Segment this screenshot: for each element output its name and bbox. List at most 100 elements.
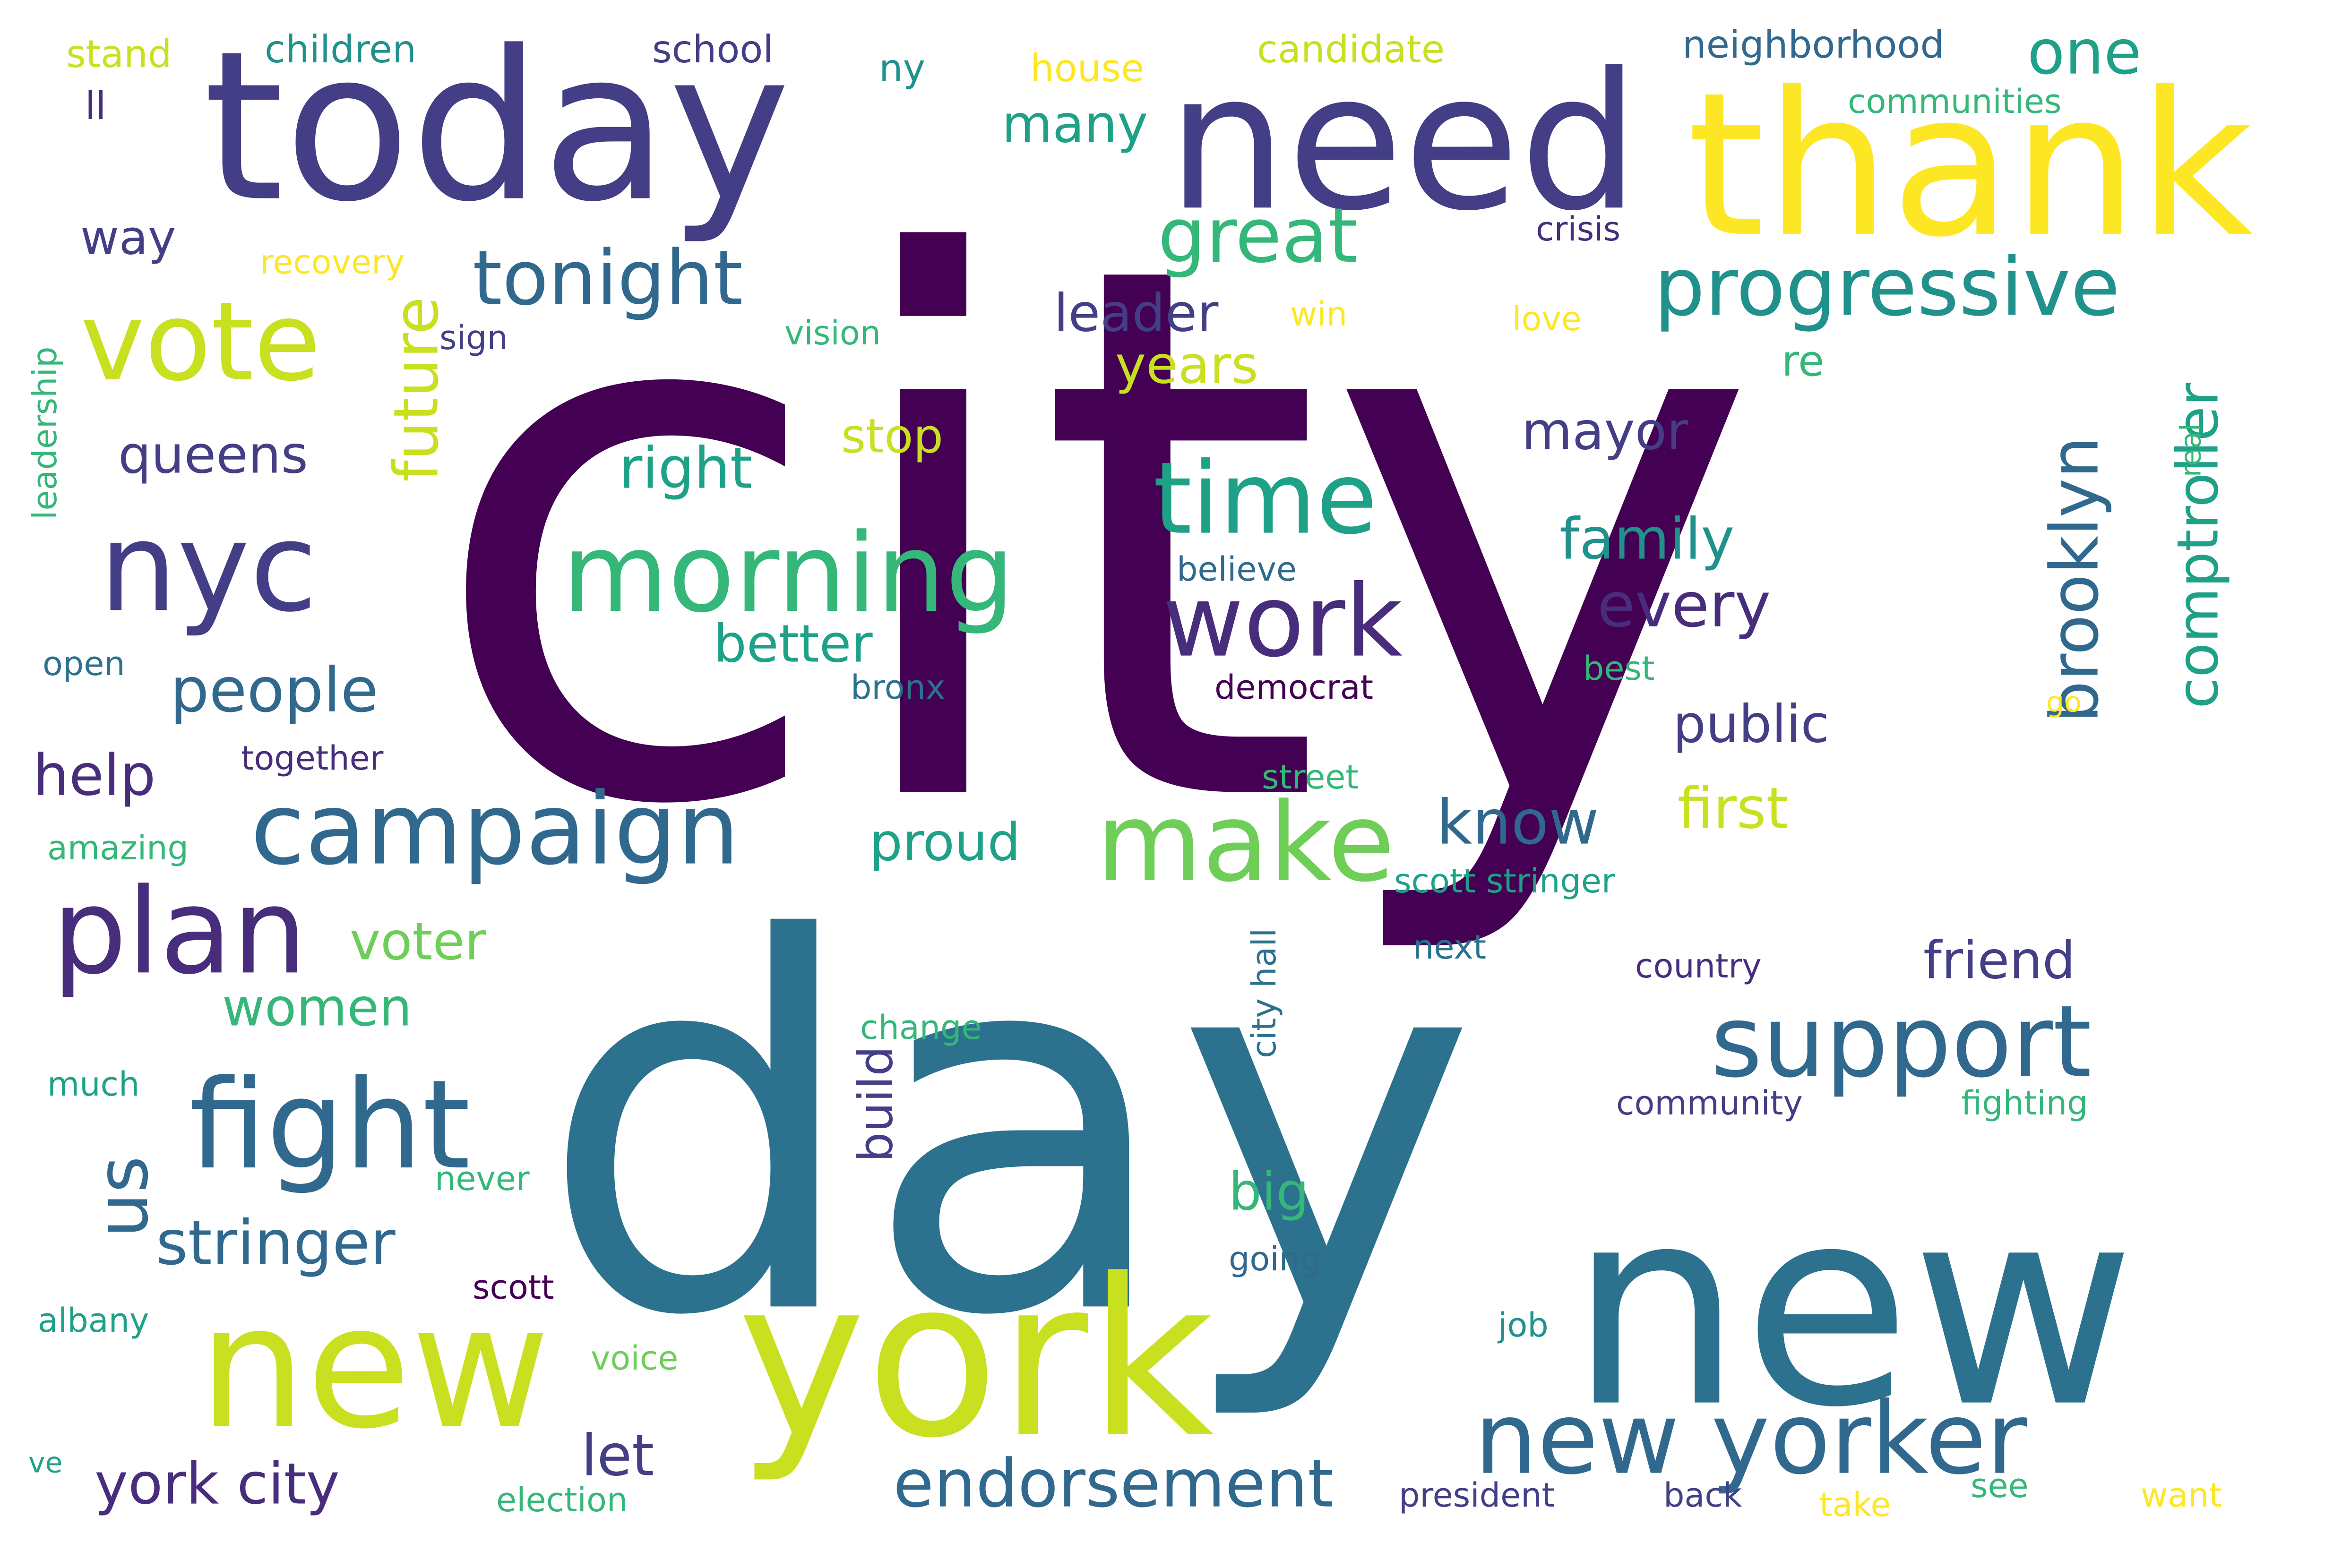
word-new-yorker: new yorker	[1474, 1381, 2027, 1497]
word-time: time	[1153, 441, 1377, 557]
word-re: re	[1782, 336, 1824, 386]
word-crisis: crisis	[1536, 210, 1620, 248]
word-women: women	[222, 977, 412, 1037]
word-endorsement: endorsement	[893, 1446, 1334, 1523]
word-campaign: campaign	[250, 771, 740, 887]
word-many: many	[1002, 94, 1148, 154]
word-going: going	[1229, 1240, 1321, 1278]
word-communities: communities	[1848, 82, 2061, 121]
word-new: new	[198, 1268, 550, 1466]
word-family: family	[1559, 507, 1734, 573]
word-morning: morning	[562, 511, 1015, 637]
word-fight: fight	[189, 1054, 471, 1197]
word-together: together	[241, 739, 384, 778]
word-let: let	[581, 1423, 654, 1489]
word-school: school	[652, 27, 773, 71]
word-new: new	[1569, 1148, 2136, 1467]
word-see: see	[1971, 1466, 2029, 1505]
word-election: election	[496, 1481, 628, 1519]
word-thank: thank	[1687, 50, 2253, 281]
word-ny: ny	[879, 46, 925, 90]
word-go: go	[2046, 686, 2082, 719]
word-queens: queens	[118, 424, 308, 485]
word-years: years	[1115, 334, 1258, 395]
word-proud: proud	[870, 812, 1020, 872]
word-president: president	[1399, 1476, 1555, 1515]
word-need: need	[1167, 33, 1640, 252]
word-love: love	[1512, 300, 1582, 338]
word-real: real	[2175, 423, 2208, 477]
word-house: house	[1030, 46, 1144, 90]
word-win: win	[1290, 295, 1347, 334]
word-us: us	[82, 1156, 164, 1238]
word-amazing: amazing	[47, 829, 189, 867]
word-best: best	[1583, 649, 1654, 688]
word-community: community	[1616, 1084, 1803, 1122]
word-nyc: nyc	[99, 497, 318, 639]
word-great: great	[1158, 191, 1358, 280]
word-believe: believe	[1177, 550, 1297, 589]
word-candidate: candidate	[1257, 27, 1445, 71]
word-support: support	[1711, 984, 2092, 1100]
word-sign: sign	[439, 318, 508, 357]
word-democrat: democrat	[1214, 668, 1373, 707]
word-tonight: tonight	[473, 234, 743, 322]
word-bronx: bronx	[851, 668, 945, 707]
word-work: work	[1162, 564, 1403, 679]
word-voter: voter	[350, 911, 486, 971]
word-back: back	[1663, 1476, 1742, 1515]
word-york-city: york city	[95, 1452, 340, 1517]
word-leadership: leadership	[26, 347, 64, 520]
word-scott-stringer: scott stringer	[1394, 862, 1615, 900]
word-big: big	[1229, 1161, 1309, 1222]
word-build: build	[848, 1046, 903, 1162]
word-one: one	[2027, 17, 2142, 88]
word-job: job	[1497, 1306, 1549, 1345]
word-fighting: fighting	[1961, 1084, 2088, 1122]
word-street: street	[1262, 758, 1359, 797]
word-city-hall: city hall	[1245, 928, 1283, 1058]
word-much: much	[47, 1065, 139, 1104]
word-know: know	[1437, 787, 1599, 858]
word-right: right	[619, 436, 752, 502]
word-public: public	[1673, 694, 1829, 754]
word-city: city	[425, 108, 1761, 966]
word-take: take	[1819, 1485, 1891, 1524]
word-neighborhood: neighborhood	[1682, 23, 1944, 67]
word-stand: stand	[66, 32, 172, 76]
word-today: today	[203, 7, 791, 248]
word-ve: ve	[28, 1447, 62, 1480]
word-vision: vision	[784, 314, 881, 352]
word-brooklyn: brooklyn	[2037, 437, 2114, 723]
word-stop: stop	[841, 408, 943, 463]
word-way: way	[80, 210, 176, 265]
word-day: day	[539, 833, 1478, 1427]
word-progressive: progressive	[1654, 240, 2120, 334]
word-change: change	[860, 1008, 982, 1047]
word-recovery: recovery	[260, 243, 405, 282]
word-mayor: mayor	[1522, 401, 1688, 461]
word-future: future	[380, 297, 452, 482]
word-country: country	[1635, 947, 1762, 985]
word-albany: albany	[38, 1301, 149, 1340]
word-vote: vote	[80, 279, 321, 405]
word-scott: scott	[473, 1268, 554, 1307]
word-help: help	[33, 743, 155, 809]
word-voice: voice	[591, 1339, 678, 1378]
word-want: want	[2141, 1476, 2222, 1515]
word-friend: friend	[1923, 930, 2075, 990]
word-york: york	[737, 1233, 1214, 1486]
word-ll: ll	[85, 84, 106, 128]
word-next: next	[1413, 928, 1486, 967]
word-better: better	[714, 613, 873, 674]
word-open: open	[43, 644, 125, 683]
word-make: make	[1096, 780, 1395, 906]
word-stringer: stringer	[156, 1207, 396, 1279]
word-every: every	[1597, 569, 1771, 641]
word-leader: leader	[1054, 283, 1219, 343]
word-first: first	[1678, 776, 1789, 842]
word-comptroller: comptroller	[2166, 383, 2231, 709]
